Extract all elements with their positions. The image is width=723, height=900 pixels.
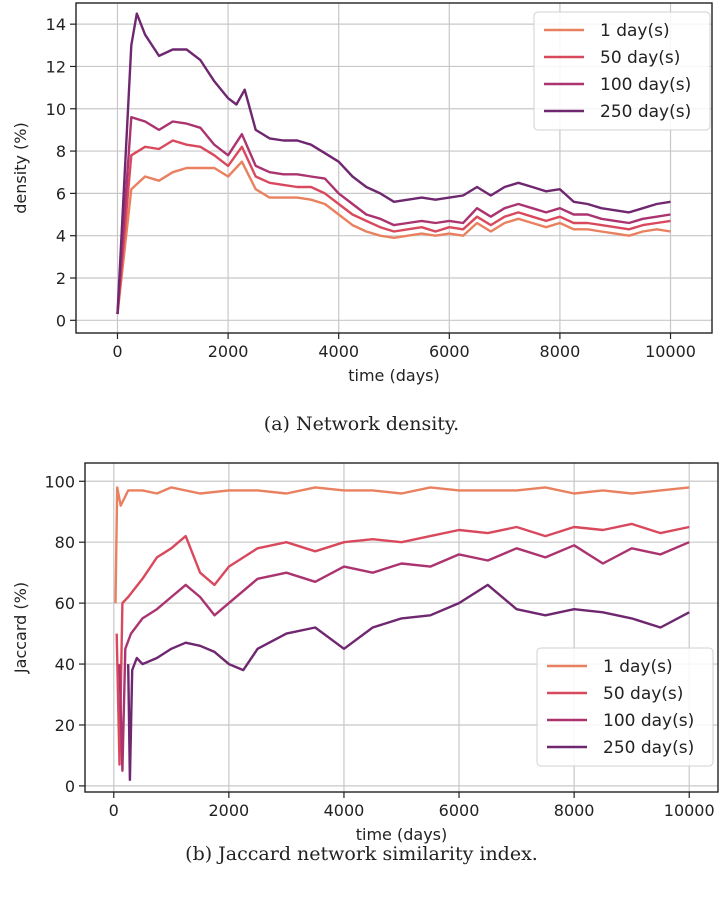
- y-tick-label: 8: [56, 142, 66, 161]
- legend-box: [536, 647, 714, 767]
- legend-box: [533, 11, 711, 131]
- x-tick-label: 6000: [429, 342, 470, 361]
- x-tick-label: 2000: [209, 801, 250, 820]
- plot-frame: [84, 462, 719, 793]
- y-tick-label: 12: [46, 57, 66, 76]
- legend-entry: 50 day(s): [603, 684, 683, 704]
- jaccard-chart: 0 2000 4000 6000 8000 10000 0 20 40 60 80 100 time (…: [11, 462, 719, 844]
- series-line-250-day: [127, 583, 690, 781]
- series-line-100-day: [118, 541, 690, 772]
- legend-entry: 1 day(s): [600, 21, 670, 41]
- series-line-250-day: [116, 12, 671, 315]
- x-tick-label: 10000: [645, 342, 696, 361]
- y-tick-label: 0: [65, 777, 75, 796]
- legend-entry: 100 day(s): [603, 711, 694, 731]
- y-tick-label: 10: [46, 100, 66, 119]
- caption-a: (a) Network density.: [263, 413, 460, 435]
- legend-entry: 50 day(s): [600, 48, 680, 68]
- y-tick-label: 14: [46, 15, 66, 34]
- x-tick-label: 2000: [208, 342, 249, 361]
- y-tick-label: 0: [56, 311, 66, 330]
- legend-entry: 1 day(s): [603, 657, 673, 677]
- plot-frame: [75, 2, 713, 334]
- legend-entry: 250 day(s): [600, 102, 691, 122]
- y-tick-label: 40: [55, 655, 75, 674]
- caption-b: (b) Jaccard network similarity index.: [185, 843, 538, 865]
- y-tick-label: 6: [56, 184, 66, 203]
- x-tick-label: 0: [109, 801, 119, 820]
- x-tick-label: 0: [112, 342, 122, 361]
- series-line-1-day: [114, 486, 690, 604]
- legend-entry: 100 day(s): [600, 75, 691, 95]
- y-tick-label: 2: [56, 269, 66, 288]
- y-tick-label: 60: [55, 594, 75, 613]
- series-line-100-day: [116, 116, 671, 315]
- x-tick-label: 4000: [318, 342, 359, 361]
- x-tick-label: 10000: [664, 801, 715, 820]
- x-tick-label: 8000: [554, 801, 595, 820]
- y-axis-label: Jaccard (%): [11, 582, 30, 674]
- y-axis-label: density (%): [11, 122, 30, 213]
- y-tick-label: 4: [56, 227, 66, 246]
- x-tick-label: 8000: [540, 342, 581, 361]
- x-tick-label: 6000: [439, 801, 480, 820]
- y-tick-label: 80: [55, 533, 75, 552]
- density-chart: 0 2000 4000 6000 8000 10000 0 2 4 6 8 10 12 14 time (d…: [11, 2, 713, 385]
- legend-entry: 250 day(s): [603, 738, 694, 758]
- series-line-50-day: [116, 139, 671, 315]
- y-tick-label: 100: [44, 472, 75, 491]
- x-axis-label: time (days): [356, 825, 447, 844]
- series-line-50-day: [115, 522, 690, 766]
- x-axis-label: time (days): [348, 366, 439, 385]
- x-tick-label: 4000: [324, 801, 365, 820]
- y-tick-label: 20: [55, 716, 75, 735]
- series-line-1-day: [116, 160, 671, 315]
